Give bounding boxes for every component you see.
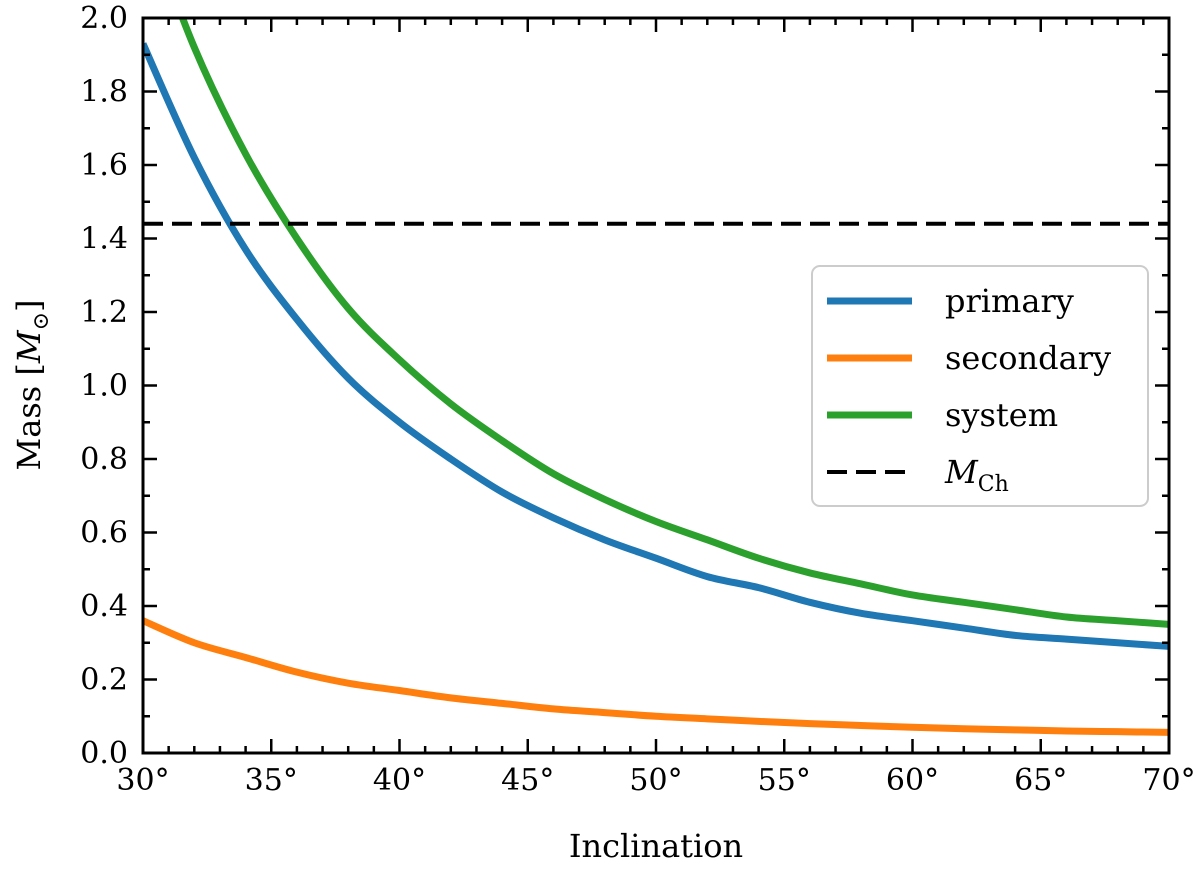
x-tick-label: 60° xyxy=(886,763,939,798)
x-tick-label: 35° xyxy=(245,763,298,798)
series-line-secondary xyxy=(143,617,1169,736)
y-tick-label: 0.2 xyxy=(80,663,128,698)
y-tick-label: 0.6 xyxy=(80,516,128,551)
y-tick-label: 1.4 xyxy=(80,222,128,257)
y-tick-label: 1.0 xyxy=(80,369,128,404)
y-tick-label: 1.2 xyxy=(80,295,128,330)
legend-label-system: system xyxy=(945,396,1058,434)
legend-label-secondary: secondary xyxy=(945,339,1111,377)
y-tick-label: 0.0 xyxy=(80,736,128,771)
series-line-primary xyxy=(143,42,1169,650)
x-tick-label: 55° xyxy=(758,763,811,798)
y-tick-label: 1.8 xyxy=(80,75,128,110)
series-layer xyxy=(143,18,1169,736)
legend-label-mch: MCh xyxy=(944,453,1009,497)
series-line-system xyxy=(178,18,1169,628)
legend-frame xyxy=(811,265,1149,507)
y-tick-label: 0.4 xyxy=(80,589,128,624)
legend-label-primary: primary xyxy=(945,282,1074,320)
x-tick-label: 70° xyxy=(1142,763,1195,798)
tick-layer xyxy=(141,16,1171,755)
x-tick-label: 40° xyxy=(373,763,426,798)
y-tick-label: 2.0 xyxy=(80,1,128,36)
x-tick-label: 45° xyxy=(501,763,554,798)
y-axis-title: Mass [M⊙] xyxy=(10,299,54,470)
x-tick-label: 65° xyxy=(1014,763,1067,798)
x-tick-label: 30° xyxy=(116,763,169,798)
x-tick-label: 50° xyxy=(629,763,682,798)
x-axis-title: Inclination xyxy=(569,827,743,865)
y-tick-label: 1.6 xyxy=(80,148,128,183)
legend: primary secondary system MCh xyxy=(811,265,1149,507)
tick-label-layer: 30° 35° 40° 45° 50° 55° 60° 65° 70° 0.0 0.2 0.4 0.6 0… xyxy=(80,1,1195,798)
legend-entries: primary secondary system MCh xyxy=(827,282,1111,497)
y-tick-label: 0.8 xyxy=(80,442,128,477)
